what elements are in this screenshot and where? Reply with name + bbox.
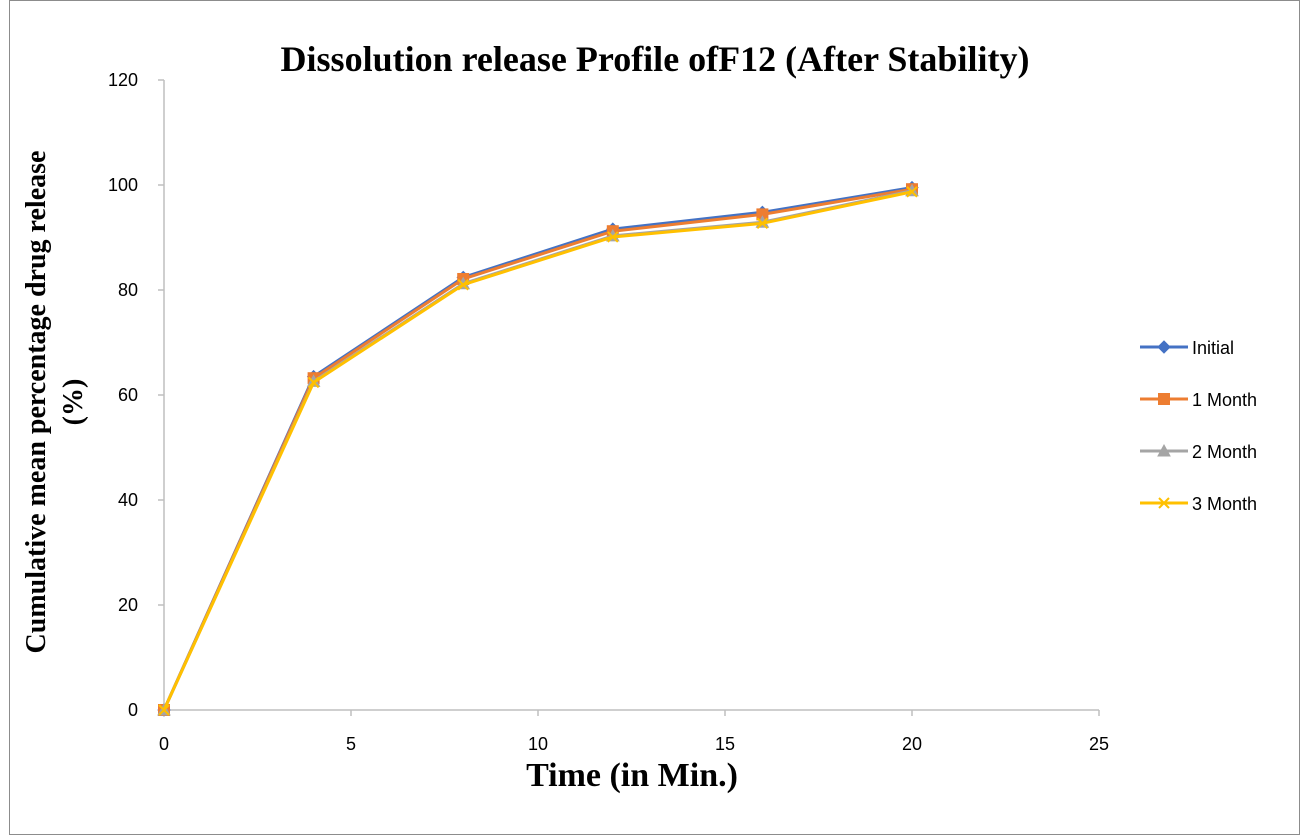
axes: 0 20 40 60 80 100 120 0 5 10 15 20 25 <box>108 70 1109 754</box>
series-2-month <box>157 183 919 716</box>
data-point <box>906 186 918 198</box>
series-line <box>162 189 913 711</box>
series-line <box>162 187 913 711</box>
x-axis-title: Time (in Min.) <box>526 757 738 794</box>
x-tick-label: 0 <box>159 734 169 754</box>
y-tick-label: 100 <box>108 175 138 195</box>
legend-item: 1 Month <box>1140 390 1257 410</box>
legend: Initial 1 Month 2 Month 3 Month <box>1140 338 1257 514</box>
data-point <box>756 217 769 230</box>
series-1-month <box>158 183 918 716</box>
data-point <box>307 376 320 389</box>
x-tick-label: 10 <box>528 734 548 754</box>
data-point <box>607 231 619 243</box>
y-tick-label: 80 <box>118 280 138 300</box>
legend-label: Initial <box>1192 338 1234 358</box>
data-point <box>158 704 170 716</box>
chart-frame <box>9 0 1300 835</box>
legend-marker <box>1158 497 1170 509</box>
chart-title: Dissolution release Profile ofF12 (After… <box>280 39 1030 79</box>
legend-item: 2 Month <box>1140 442 1257 462</box>
x-tick-label: 25 <box>1089 734 1109 754</box>
y-tick-label: 60 <box>118 385 138 405</box>
legend-marker <box>1158 393 1170 405</box>
y-tick-label: 0 <box>128 700 138 720</box>
series-3-month <box>158 186 918 716</box>
chart-plot: 0 20 40 60 80 100 120 0 5 10 15 20 25 Initial 1 Month… <box>21 70 1257 794</box>
y-axis-title-line1: Cumulative mean percentage drug release <box>21 151 52 654</box>
series-line <box>162 190 913 711</box>
legend-label: 3 Month <box>1192 494 1257 514</box>
legend-label: 1 Month <box>1192 390 1257 410</box>
legend-item: 3 Month <box>1140 494 1257 514</box>
x-tick-label: 5 <box>346 734 356 754</box>
series-group <box>157 180 919 717</box>
y-tick-label: 40 <box>118 490 138 510</box>
legend-marker <box>1157 443 1171 457</box>
legend-label: 2 Month <box>1192 442 1257 462</box>
y-tick-label: 20 <box>118 595 138 615</box>
y-axis-title-line2: (%) <box>58 379 89 426</box>
x-tick-label: 15 <box>715 734 735 754</box>
y-tick-label: 120 <box>108 70 138 90</box>
legend-item: Initial <box>1140 338 1234 358</box>
data-point <box>457 279 469 291</box>
x-tick-label: 20 <box>902 734 922 754</box>
legend-marker <box>1157 340 1171 354</box>
series-line <box>162 186 913 711</box>
